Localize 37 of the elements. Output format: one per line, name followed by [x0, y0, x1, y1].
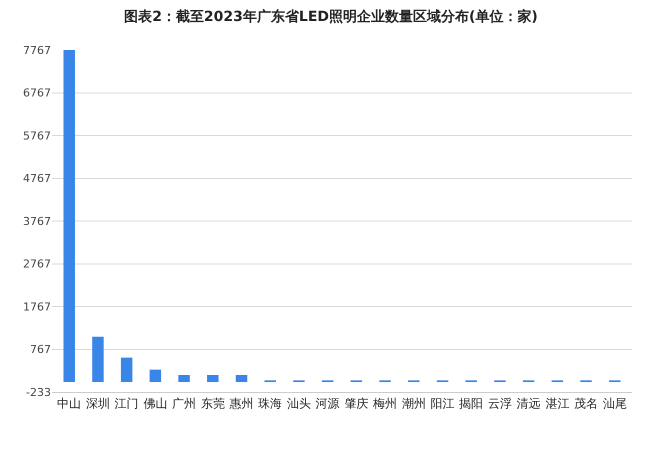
- x-tick-label: 揭阳: [459, 396, 484, 410]
- x-tick-label: 清远: [516, 396, 541, 410]
- y-tick-label: 767: [30, 343, 51, 356]
- x-tick-label: 肇庆: [344, 396, 368, 410]
- x-tick-label: 汕头: [286, 396, 311, 410]
- chart-title: 图表2：截至2023年广东省LED照明企业数量区域分布(单位：家): [124, 8, 538, 26]
- x-tick-label: 河源: [316, 396, 340, 410]
- x-tick-label: 梅州: [372, 396, 398, 410]
- x-tick-label: 阳江: [430, 396, 454, 410]
- bar: [178, 374, 190, 382]
- y-tick-label: 6767: [23, 86, 51, 100]
- x-tick-label: 江门: [114, 396, 139, 410]
- x-tick-label: 广州: [172, 396, 196, 410]
- bar: [63, 50, 75, 382]
- y-tick-label: 2767: [23, 258, 51, 271]
- y-tick-label: 7767: [23, 44, 51, 57]
- bar: [207, 374, 219, 382]
- x-tick-label: 中山: [57, 396, 82, 410]
- x-tick-label: 东莞: [200, 396, 225, 410]
- x-tick-label: 汕尾: [602, 396, 627, 410]
- x-tick-label: 佛山: [143, 396, 168, 410]
- bar: [150, 370, 162, 382]
- x-tick-label: 珠海: [258, 396, 282, 410]
- x-tick-label: 云浮: [488, 396, 512, 410]
- bar: [120, 358, 132, 382]
- y-tick-label: 1767: [23, 300, 51, 314]
- x-tick-label: 潮州: [402, 396, 426, 410]
- y-tick-label: 3767: [23, 214, 51, 228]
- x-tick-label: 茂名: [574, 396, 598, 410]
- y-tick-label: 5767: [23, 129, 51, 142]
- bar: [236, 374, 248, 382]
- x-tick-label: 湛江: [545, 396, 570, 410]
- x-tick-label: 惠州: [228, 396, 254, 410]
- y-tick-label: -233: [26, 386, 51, 399]
- x-tick-label: 深圳: [86, 396, 110, 410]
- y-tick-label: 4767: [23, 172, 51, 186]
- bar: [92, 336, 104, 382]
